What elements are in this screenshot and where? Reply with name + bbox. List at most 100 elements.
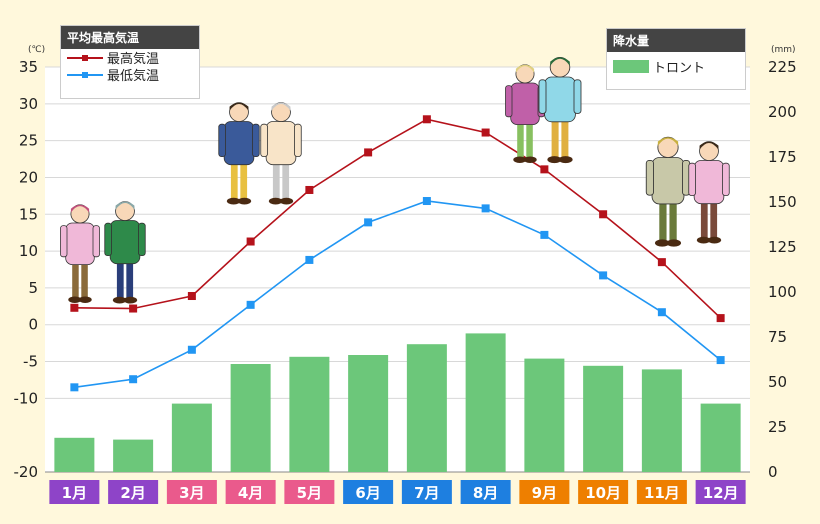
precipitation-bar: [465, 333, 506, 472]
month-label-bg: [695, 480, 746, 504]
shoe: [707, 236, 722, 244]
shoe: [666, 239, 682, 247]
left-tick-label: -5: [23, 353, 38, 371]
month-label: 4月: [238, 484, 263, 502]
people-illustrations: [60, 56, 730, 304]
shoe: [523, 156, 537, 163]
min-temp-point: [716, 356, 725, 365]
precipitation-bar: [406, 344, 447, 472]
max-temp-point: [716, 314, 725, 323]
person-autumn-woman: [688, 141, 730, 244]
left-tick-label: 0: [28, 316, 38, 334]
coat: [265, 121, 297, 166]
legend-item-min-label: 最低気温: [107, 69, 160, 84]
min-temp-point: [246, 300, 255, 309]
arm: [505, 85, 513, 118]
person-summer-man: [538, 56, 582, 164]
temperature-legend: 平均最高気温 最高気温 最低気温: [60, 25, 200, 99]
hair: [550, 57, 570, 66]
max-temp-point: [246, 237, 255, 246]
min-temp-point: [599, 271, 608, 280]
precipitation-bar: [524, 358, 565, 472]
shoe: [654, 239, 670, 247]
month-label-bg: [49, 480, 100, 504]
person-winter-woman: [60, 204, 100, 303]
right-tick-label: 175: [768, 148, 797, 166]
month-label-bg: [460, 480, 511, 504]
left-axis-ticks: 35 30 25 20 15 10 5 0 -5 -10 -20: [14, 58, 39, 481]
hair: [70, 204, 90, 213]
right-tick-label: 125: [768, 238, 797, 256]
hair: [515, 64, 535, 73]
month-label: 1月: [62, 484, 87, 502]
precipitation-legend: 降水量 トロント: [606, 28, 746, 90]
left-tick-label: 35: [19, 58, 38, 76]
shoe: [279, 197, 294, 205]
shoe: [547, 156, 562, 164]
head: [229, 102, 249, 122]
month-label-bg: [519, 480, 570, 504]
coat: [109, 220, 141, 265]
leg: [282, 159, 290, 200]
legend-item-max-label: 最高気温: [107, 52, 160, 67]
person-winter-man: [104, 201, 146, 304]
right-tick-label: 200: [768, 103, 797, 121]
coat: [651, 157, 685, 205]
arm: [252, 123, 260, 158]
precipitation-bar: [230, 364, 271, 472]
precipitation-bar: [171, 403, 212, 472]
shoe: [268, 197, 283, 205]
plot-area: [45, 67, 750, 472]
toronto-swatch-icon: [613, 59, 649, 73]
month-label-bg: [343, 480, 394, 504]
arm: [573, 79, 582, 114]
hair: [657, 137, 679, 146]
shoe: [558, 156, 573, 164]
precipitation-bar: [700, 403, 741, 472]
month-label: 11月: [644, 484, 680, 502]
temperature-lines: [70, 115, 725, 392]
leg: [710, 198, 718, 239]
shoe: [513, 156, 527, 163]
arm: [104, 222, 112, 257]
max-temp-point: [481, 128, 490, 137]
leg: [72, 259, 79, 299]
max-temp-point: [305, 185, 314, 194]
leg: [659, 198, 667, 242]
shoe: [696, 236, 711, 244]
month-label-bg: [225, 480, 276, 504]
shoe: [237, 197, 252, 205]
month-label: 9月: [532, 484, 557, 502]
max-temp-point: [364, 148, 373, 157]
month-label-bg: [578, 480, 629, 504]
leg: [526, 119, 533, 159]
max-temp-line-icon: [67, 54, 103, 61]
coat: [693, 160, 725, 205]
month-label-bg: [636, 480, 687, 504]
month-label-bg: [401, 480, 452, 504]
precipitation-bar: [641, 369, 682, 472]
leg: [700, 198, 708, 239]
leg: [81, 259, 88, 299]
right-tick-label: 75: [768, 328, 787, 346]
shoe: [123, 296, 138, 304]
legend-item-min: 最低気温: [61, 66, 199, 84]
left-axis-unit: (℃): [28, 45, 45, 55]
month-label-bg: [108, 480, 159, 504]
right-tick-label: 0: [768, 463, 778, 481]
month-label: 3月: [179, 484, 204, 502]
right-axis-ticks: 225 200 175 150 125 100 75 50 25 0: [768, 58, 797, 481]
left-tick-label: -20: [14, 463, 39, 481]
shoe: [226, 197, 241, 205]
legend-item-max: 最高気温: [61, 49, 199, 67]
precipitation-bars: [54, 333, 741, 472]
shoe: [112, 296, 127, 304]
leg: [272, 159, 280, 200]
min-temp-point: [657, 308, 666, 317]
person-spring-woman: [260, 102, 302, 205]
shoe: [78, 296, 92, 303]
right-tick-label: 150: [768, 193, 797, 211]
precipitation-bar: [583, 365, 624, 472]
leg: [561, 116, 569, 159]
person-spring-man: [218, 102, 260, 205]
